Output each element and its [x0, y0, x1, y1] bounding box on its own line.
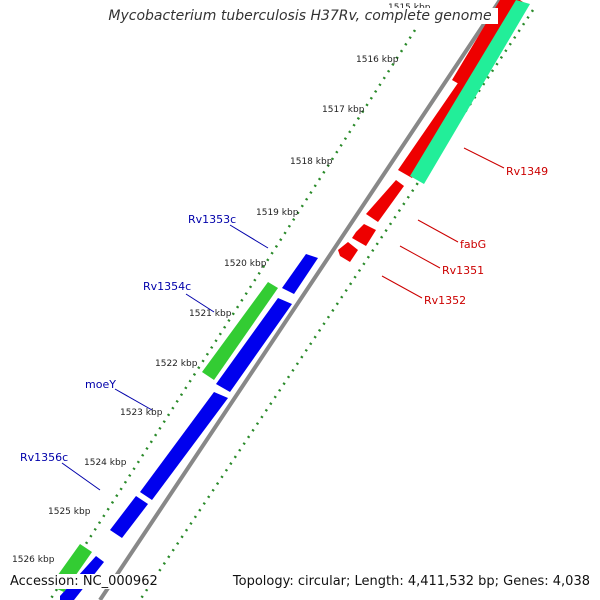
- inner-strand-dotted: [48, 29, 417, 600]
- reverse-gene-labels: Rv1353c Rv1354c moeY Rv1356c: [20, 213, 269, 491]
- tick-label: 1519 kbp: [256, 208, 299, 218]
- tick-label: 1525 kbp: [48, 507, 91, 517]
- gene-rv1353c-arrow[interactable]: [282, 254, 318, 294]
- tick-label: 1523 kbp: [120, 408, 163, 418]
- tick-label: 1521 kbp: [189, 309, 232, 319]
- gene-label-rv1352[interactable]: Rv1352: [424, 294, 466, 307]
- gene-rv1354c-arrow[interactable]: [216, 298, 292, 392]
- gene-label-moeY[interactable]: moeY: [85, 378, 116, 391]
- gene-label-rv1353c[interactable]: Rv1353c: [188, 213, 236, 226]
- map-title: Mycobacterium tuberculosis H37Rv, comple…: [0, 8, 600, 24]
- tick-label: 1524 kbp: [84, 458, 127, 468]
- genome-backbone: [98, 0, 502, 600]
- gene-forward-mint-bar[interactable]: [410, 0, 530, 184]
- accession-label: Accession: NC_000962: [8, 574, 160, 589]
- tick-label: 1522 kbp: [155, 359, 198, 369]
- gene-rv1351-arrow[interactable]: [352, 224, 376, 246]
- gene-fabG-arrow[interactable]: [366, 180, 404, 222]
- genome-summary-label: Topology: circular; Length: 4,411,532 bp…: [230, 574, 592, 589]
- gene-label-rv1356c[interactable]: Rv1356c: [20, 451, 68, 464]
- gene-reverse-green-bar[interactable]: [202, 282, 278, 380]
- tick-label: 1520 kbp: [224, 259, 267, 269]
- forward-gene-labels: Rv1349 fabG Rv1351 Rv1352: [381, 147, 548, 307]
- kbp-tick-labels: 1515 kbp 1516 kbp 1517 kbp 1518 kbp 1519…: [12, 3, 431, 565]
- tick-label: 1516 kbp: [356, 55, 399, 65]
- gene-rv1352-arrow[interactable]: [338, 242, 358, 262]
- gene-label-fabG[interactable]: fabG: [460, 238, 486, 251]
- tick-label: 1518 kbp: [290, 157, 333, 167]
- gene-moeY-arrow[interactable]: [140, 392, 228, 500]
- gene-label-rv1354c[interactable]: Rv1354c: [143, 280, 191, 293]
- tick-label: 1526 kbp: [12, 555, 55, 565]
- map-title-text: Mycobacterium tuberculosis H37Rv, comple…: [102, 8, 498, 24]
- gene-label-rv1349[interactable]: Rv1349: [506, 165, 548, 178]
- gene-label-rv1351[interactable]: Rv1351: [442, 264, 484, 277]
- tick-label: 1517 kbp: [322, 105, 365, 115]
- gene-rv1356c-arrow[interactable]: [110, 496, 148, 538]
